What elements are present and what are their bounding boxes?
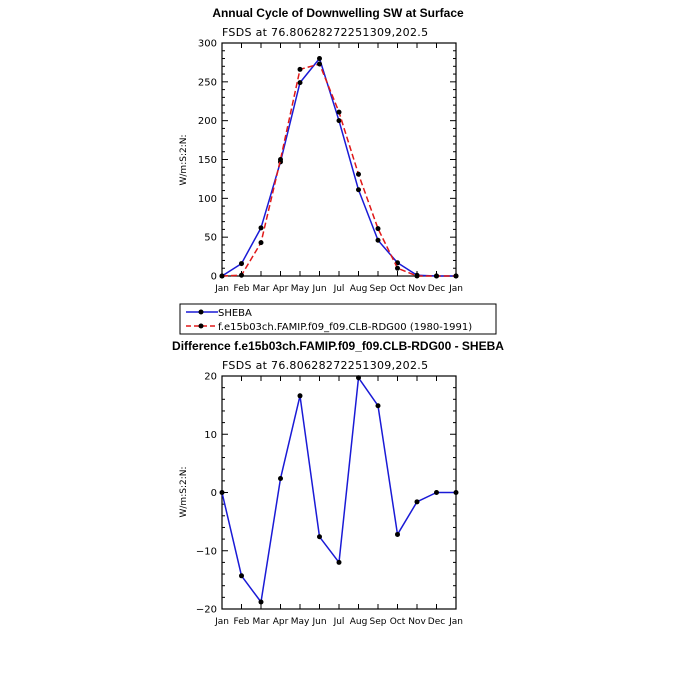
chart2-series-0-point bbox=[356, 375, 361, 381]
legend-box bbox=[179, 303, 497, 335]
legend: SHEBA f.e15b03ch.FAMIP.f09_f09.CLB-RDG00… bbox=[179, 303, 497, 335]
chart2-xtick-label: Jan bbox=[214, 617, 229, 627]
chart1-series-1-point bbox=[239, 272, 244, 278]
chart1-xtick-label: Jan bbox=[214, 284, 229, 294]
chart1-xtick-label: Sep bbox=[370, 284, 387, 294]
chart1-xtick-label: Dec bbox=[428, 284, 445, 294]
chart1-series-0-point bbox=[317, 56, 322, 62]
chart2-ytick-label: 10 bbox=[204, 430, 217, 441]
chart2-xtick-label: Jul bbox=[333, 617, 345, 627]
chart1-series-0-point bbox=[258, 225, 264, 231]
chart2-xtick-label: Oct bbox=[390, 617, 406, 627]
chart1-ylabel: W/m:S:2:N: bbox=[179, 135, 189, 186]
chart1-xtick-label: May bbox=[291, 284, 310, 294]
chart2-xtick-label: Apr bbox=[273, 617, 289, 627]
chart1-plot: Jan Feb Mar Apr May Jun Jul Aug Sep Oct Nov Dec Jan0… bbox=[198, 39, 463, 295]
chart1-subtitle: FSDS at 76.80628272251309,202.5 bbox=[222, 26, 428, 39]
chart1-series-1-point bbox=[278, 157, 283, 162]
chart2-series-0-point bbox=[375, 403, 381, 409]
chart1-series-1-point bbox=[434, 273, 439, 279]
chart1-xtick-label: Oct bbox=[390, 284, 406, 294]
chart2-xtick-label: Aug bbox=[350, 617, 368, 627]
chart2-ytick-label: 20 bbox=[204, 372, 217, 383]
chart1-ytick-label: 0 bbox=[211, 272, 217, 283]
chart2-xtick-label: Mar bbox=[253, 617, 270, 627]
chart1-series-0-point bbox=[239, 261, 244, 267]
chart2-ytick-label: −20 bbox=[196, 605, 217, 616]
chart1-xtick-label: Mar bbox=[253, 284, 270, 294]
chart1-series-0-point bbox=[356, 187, 361, 193]
chart1-xtick-label: Jan bbox=[448, 284, 463, 294]
chart1-series-1-point bbox=[395, 265, 400, 271]
chart1-ytick-label: 50 bbox=[204, 233, 217, 244]
chart2-series-0-point bbox=[297, 393, 303, 399]
chart2-xtick-label: Jun bbox=[311, 617, 326, 627]
chart1-series-1-point bbox=[336, 109, 342, 115]
chart1-series-0-point bbox=[375, 237, 381, 243]
chart1-series-0-point bbox=[297, 80, 303, 86]
chart1-ytick-label: 150 bbox=[198, 155, 217, 166]
chart2-xtick-label: Jan bbox=[448, 617, 463, 627]
chart1-series-0-point bbox=[336, 118, 342, 124]
chart2-xtick-label: Dec bbox=[428, 617, 445, 627]
chart2-series-0-point bbox=[395, 531, 400, 537]
chart1-xtick-label: Jun bbox=[311, 284, 326, 294]
chart1-xtick-label: Feb bbox=[234, 284, 250, 294]
chart2-series-0-point bbox=[278, 476, 283, 482]
chart2-series-0-point bbox=[336, 559, 342, 565]
chart2-series-0-point bbox=[453, 490, 459, 495]
chart1-series-1-point bbox=[375, 226, 381, 232]
legend-marker-sheba bbox=[198, 309, 204, 315]
legend-label-sheba: SHEBA bbox=[218, 308, 252, 319]
chart2-subtitle: FSDS at 76.80628272251309,202.5 bbox=[222, 359, 428, 372]
chart2-series-0-point bbox=[258, 599, 264, 605]
chart1-xtick-label: Jul bbox=[333, 284, 345, 294]
chart2-series-0-point bbox=[434, 490, 439, 495]
chart2-ytick-label: −10 bbox=[196, 546, 217, 557]
chart1-ytick-label: 250 bbox=[198, 77, 217, 88]
chart2-series-0-point bbox=[239, 573, 244, 579]
chart2-xtick-label: Nov bbox=[408, 617, 426, 627]
chart1-series-1-point bbox=[258, 240, 264, 246]
chart1-xtick-label: Apr bbox=[273, 284, 289, 294]
chart1-series-1-point bbox=[356, 171, 361, 177]
chart1-series-1-point bbox=[453, 273, 459, 279]
chart1-title: Annual Cycle of Downwelling SW at Surfac… bbox=[212, 6, 464, 20]
chart1-xtick-label: Nov bbox=[408, 284, 426, 294]
chart1-ytick-label: 200 bbox=[198, 116, 217, 127]
chart2-series-0-point bbox=[219, 490, 225, 495]
chart2-xtick-label: Sep bbox=[370, 617, 387, 627]
chart2-plot: Jan Feb Mar Apr May Jun Jul Aug Sep Oct Nov Dec Jan−… bbox=[196, 372, 463, 628]
chart1-series-1-point bbox=[414, 273, 420, 279]
chart2-xtick-label: Feb bbox=[234, 617, 250, 627]
chart1-series-1-point bbox=[219, 273, 225, 279]
chart2-ylabel: W/m:S:2:N: bbox=[179, 467, 189, 518]
chart1-series-1-point bbox=[317, 61, 322, 67]
legend-marker-model bbox=[198, 323, 204, 329]
chart2-series-0-point bbox=[317, 534, 322, 540]
chart2-series-0-point bbox=[414, 499, 420, 505]
chart1-series-1-point bbox=[297, 66, 303, 72]
chart2-ytick-label: 0 bbox=[211, 488, 217, 499]
legend-label-model: f.e15b03ch.FAMIP.f09_f09.CLB-RDG00 (1980… bbox=[218, 322, 472, 333]
chart1-xtick-label: Aug bbox=[350, 284, 368, 294]
chart1-ytick-label: 300 bbox=[198, 39, 217, 50]
chart1-ytick-label: 100 bbox=[198, 194, 217, 205]
chart2-title: Difference f.e15b03ch.FAMIP.f09_f09.CLB-… bbox=[172, 339, 504, 353]
chart2-xtick-label: May bbox=[291, 617, 310, 627]
